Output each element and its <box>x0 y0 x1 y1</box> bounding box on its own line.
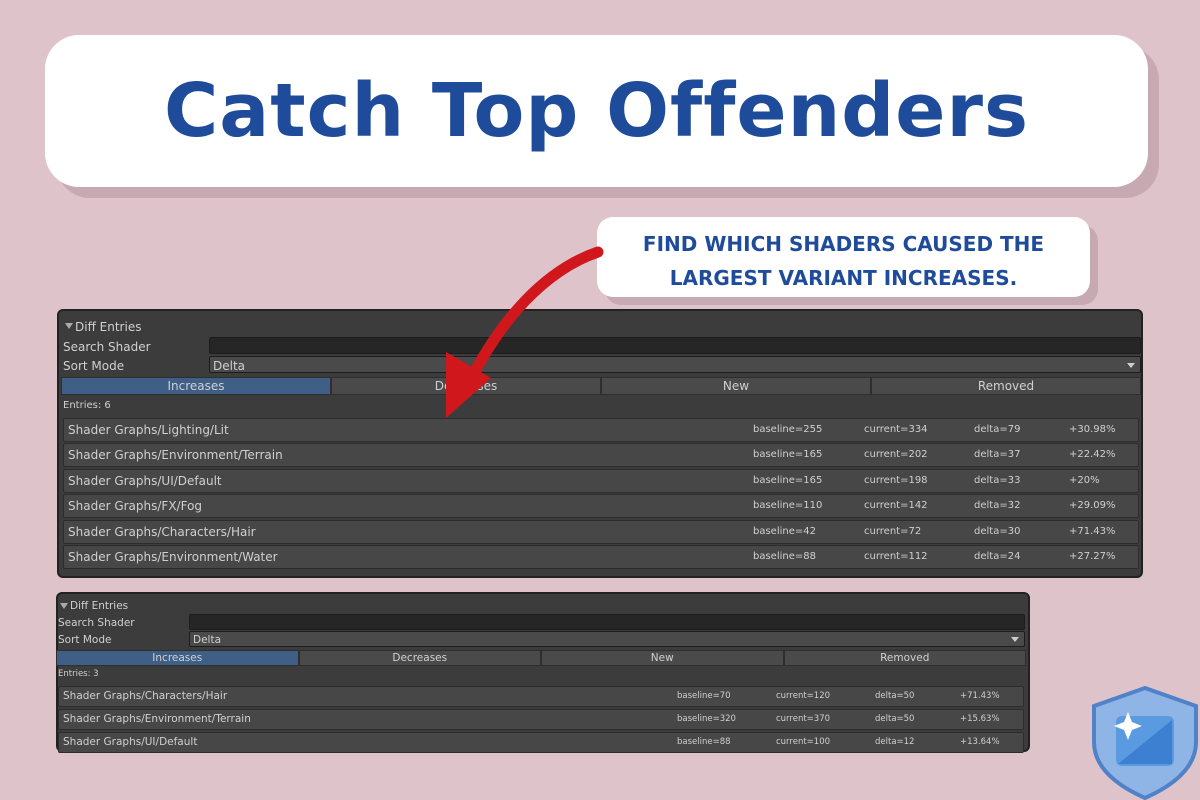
entry-stat: baseline=88 <box>677 737 731 748</box>
shader-name: Shader Graphs/FX/Fog <box>68 499 203 514</box>
entry-stat: +29.09% <box>1069 500 1116 512</box>
entry-stat: baseline=165 <box>753 449 823 461</box>
entry-stat: baseline=42 <box>753 525 816 537</box>
entry-row[interactable]: Shader Graphs/Environment/Water baseline=… <box>63 545 1139 569</box>
tab[interactable]: Removed <box>871 377 1141 395</box>
entry-stat: +27.27% <box>1069 551 1116 562</box>
entry-stat: +20% <box>1069 474 1100 486</box>
tab[interactable]: New <box>601 377 871 395</box>
entry-stat: delta=33 <box>974 474 1021 486</box>
entry-stat: delta=30 <box>974 525 1021 537</box>
shader-name: Shader Graphs/Characters/Hair <box>63 690 228 703</box>
entry-row[interactable]: Shader Graphs/Environment/Terrain baselin… <box>63 443 1139 468</box>
sort-label: Sort Mode <box>63 359 125 373</box>
section-label: Diff Entries <box>75 320 142 334</box>
callout: FIND WHICH SHADERS CAUSED THE LARGEST VA… <box>597 217 1090 297</box>
entry-stat: baseline=255 <box>753 424 823 435</box>
entry-stat: current=112 <box>864 551 928 562</box>
entry-stat: current=142 <box>864 500 928 512</box>
search-field[interactable] <box>189 614 1025 630</box>
shader-name: Shader Graphs/Lighting/Lit <box>68 423 229 437</box>
search-field[interactable] <box>209 337 1141 354</box>
foldout-arrow[interactable] <box>60 603 68 609</box>
entry-stat: baseline=320 <box>677 714 736 725</box>
entry-row[interactable]: Shader Graphs/Lighting/Lit baseline=255 cu… <box>63 418 1139 442</box>
entry-row[interactable]: Shader Graphs/FX/Fog baseline=110 current=… <box>63 494 1139 519</box>
tab[interactable]: Increases <box>56 650 299 666</box>
entry-stat: +13.64% <box>960 737 1000 748</box>
entry-stat: delta=50 <box>875 691 915 702</box>
entry-stat: +30.98% <box>1069 424 1116 435</box>
entry-row[interactable]: Shader Graphs/UI/Default baseline=165 curr… <box>63 468 1139 493</box>
shader-name: Shader Graphs/Characters/Hair <box>68 524 256 539</box>
tab[interactable]: Decreases <box>331 377 601 395</box>
sort-value: Delta <box>213 359 246 373</box>
tab[interactable]: New <box>541 650 784 666</box>
entry-stat: +71.43% <box>1069 525 1116 537</box>
sort-dropdown[interactable]: Delta <box>189 631 1025 647</box>
entry-stat: baseline=88 <box>753 551 816 562</box>
entries-count: Entries: 3 <box>58 669 99 679</box>
entry-stat: +15.63% <box>960 714 1000 725</box>
entry-stat: +71.43% <box>960 691 1000 702</box>
entry-stat: current=202 <box>864 449 928 461</box>
entry-stat: delta=24 <box>974 551 1021 562</box>
entry-stat: current=198 <box>864 474 928 486</box>
shader-name: Shader Graphs/UI/Default <box>63 736 198 749</box>
entry-stat: delta=12 <box>875 737 915 748</box>
entry-stat: delta=32 <box>974 500 1021 512</box>
entry-stat: current=334 <box>864 424 928 435</box>
tab[interactable]: Decreases <box>298 650 541 666</box>
section-label: Diff Entries <box>70 600 129 612</box>
dropdown-caret <box>1011 637 1019 642</box>
foldout-arrow[interactable] <box>65 323 73 329</box>
tab[interactable]: Increases <box>61 377 331 395</box>
search-label: Search Shader <box>58 617 135 629</box>
sort-label: Sort Mode <box>58 634 112 646</box>
title-card: Catch Top Offenders <box>45 35 1148 187</box>
title: Catch Top Offenders <box>163 68 1029 154</box>
entry-row[interactable]: Shader Graphs/Characters/Hair baseline=70… <box>58 686 1024 707</box>
diff-panel: Diff Entries Search Shader Sort Mode Delta I… <box>56 592 1030 753</box>
entry-stat: baseline=165 <box>753 474 823 486</box>
entry-row[interactable]: Shader Graphs/Environment/Terrain baselin… <box>58 709 1024 730</box>
entry-stat: baseline=110 <box>753 500 823 512</box>
shader-name: Shader Graphs/UI/Default <box>68 473 222 488</box>
entry-row[interactable]: Shader Graphs/Characters/Hair baseline=42… <box>63 519 1139 544</box>
search-label: Search Shader <box>63 340 151 354</box>
callout-line: LARGEST VARIANT INCREASES. <box>669 266 1018 290</box>
diff-panel: Diff Entries Search Shader Sort Mode Delta I… <box>57 309 1143 578</box>
entry-stat: current=120 <box>776 691 831 702</box>
entry-stat: delta=50 <box>875 714 915 725</box>
shield-icon <box>1092 685 1198 800</box>
entry-stat: delta=37 <box>974 449 1021 461</box>
sort-dropdown[interactable]: Delta <box>209 356 1141 373</box>
shader-name: Shader Graphs/Environment/Terrain <box>63 713 251 726</box>
entry-stat: current=100 <box>776 737 831 748</box>
entry-stat: current=370 <box>776 714 831 725</box>
entry-stat: current=72 <box>864 525 922 537</box>
shader-name: Shader Graphs/Environment/Water <box>68 550 278 564</box>
tab[interactable]: Removed <box>783 650 1026 666</box>
entry-stat: delta=79 <box>974 424 1021 435</box>
entry-row[interactable]: Shader Graphs/UI/Default baseline=88 curre… <box>58 732 1024 753</box>
entry-stat: +22.42% <box>1069 449 1116 461</box>
callout-line: FIND WHICH SHADERS CAUSED THE <box>642 232 1045 256</box>
entry-stat: baseline=70 <box>677 691 731 702</box>
shader-name: Shader Graphs/Environment/Terrain <box>68 448 283 463</box>
entries-count: Entries: 6 <box>63 400 111 411</box>
dropdown-caret <box>1127 362 1135 368</box>
sort-value: Delta <box>193 634 222 646</box>
